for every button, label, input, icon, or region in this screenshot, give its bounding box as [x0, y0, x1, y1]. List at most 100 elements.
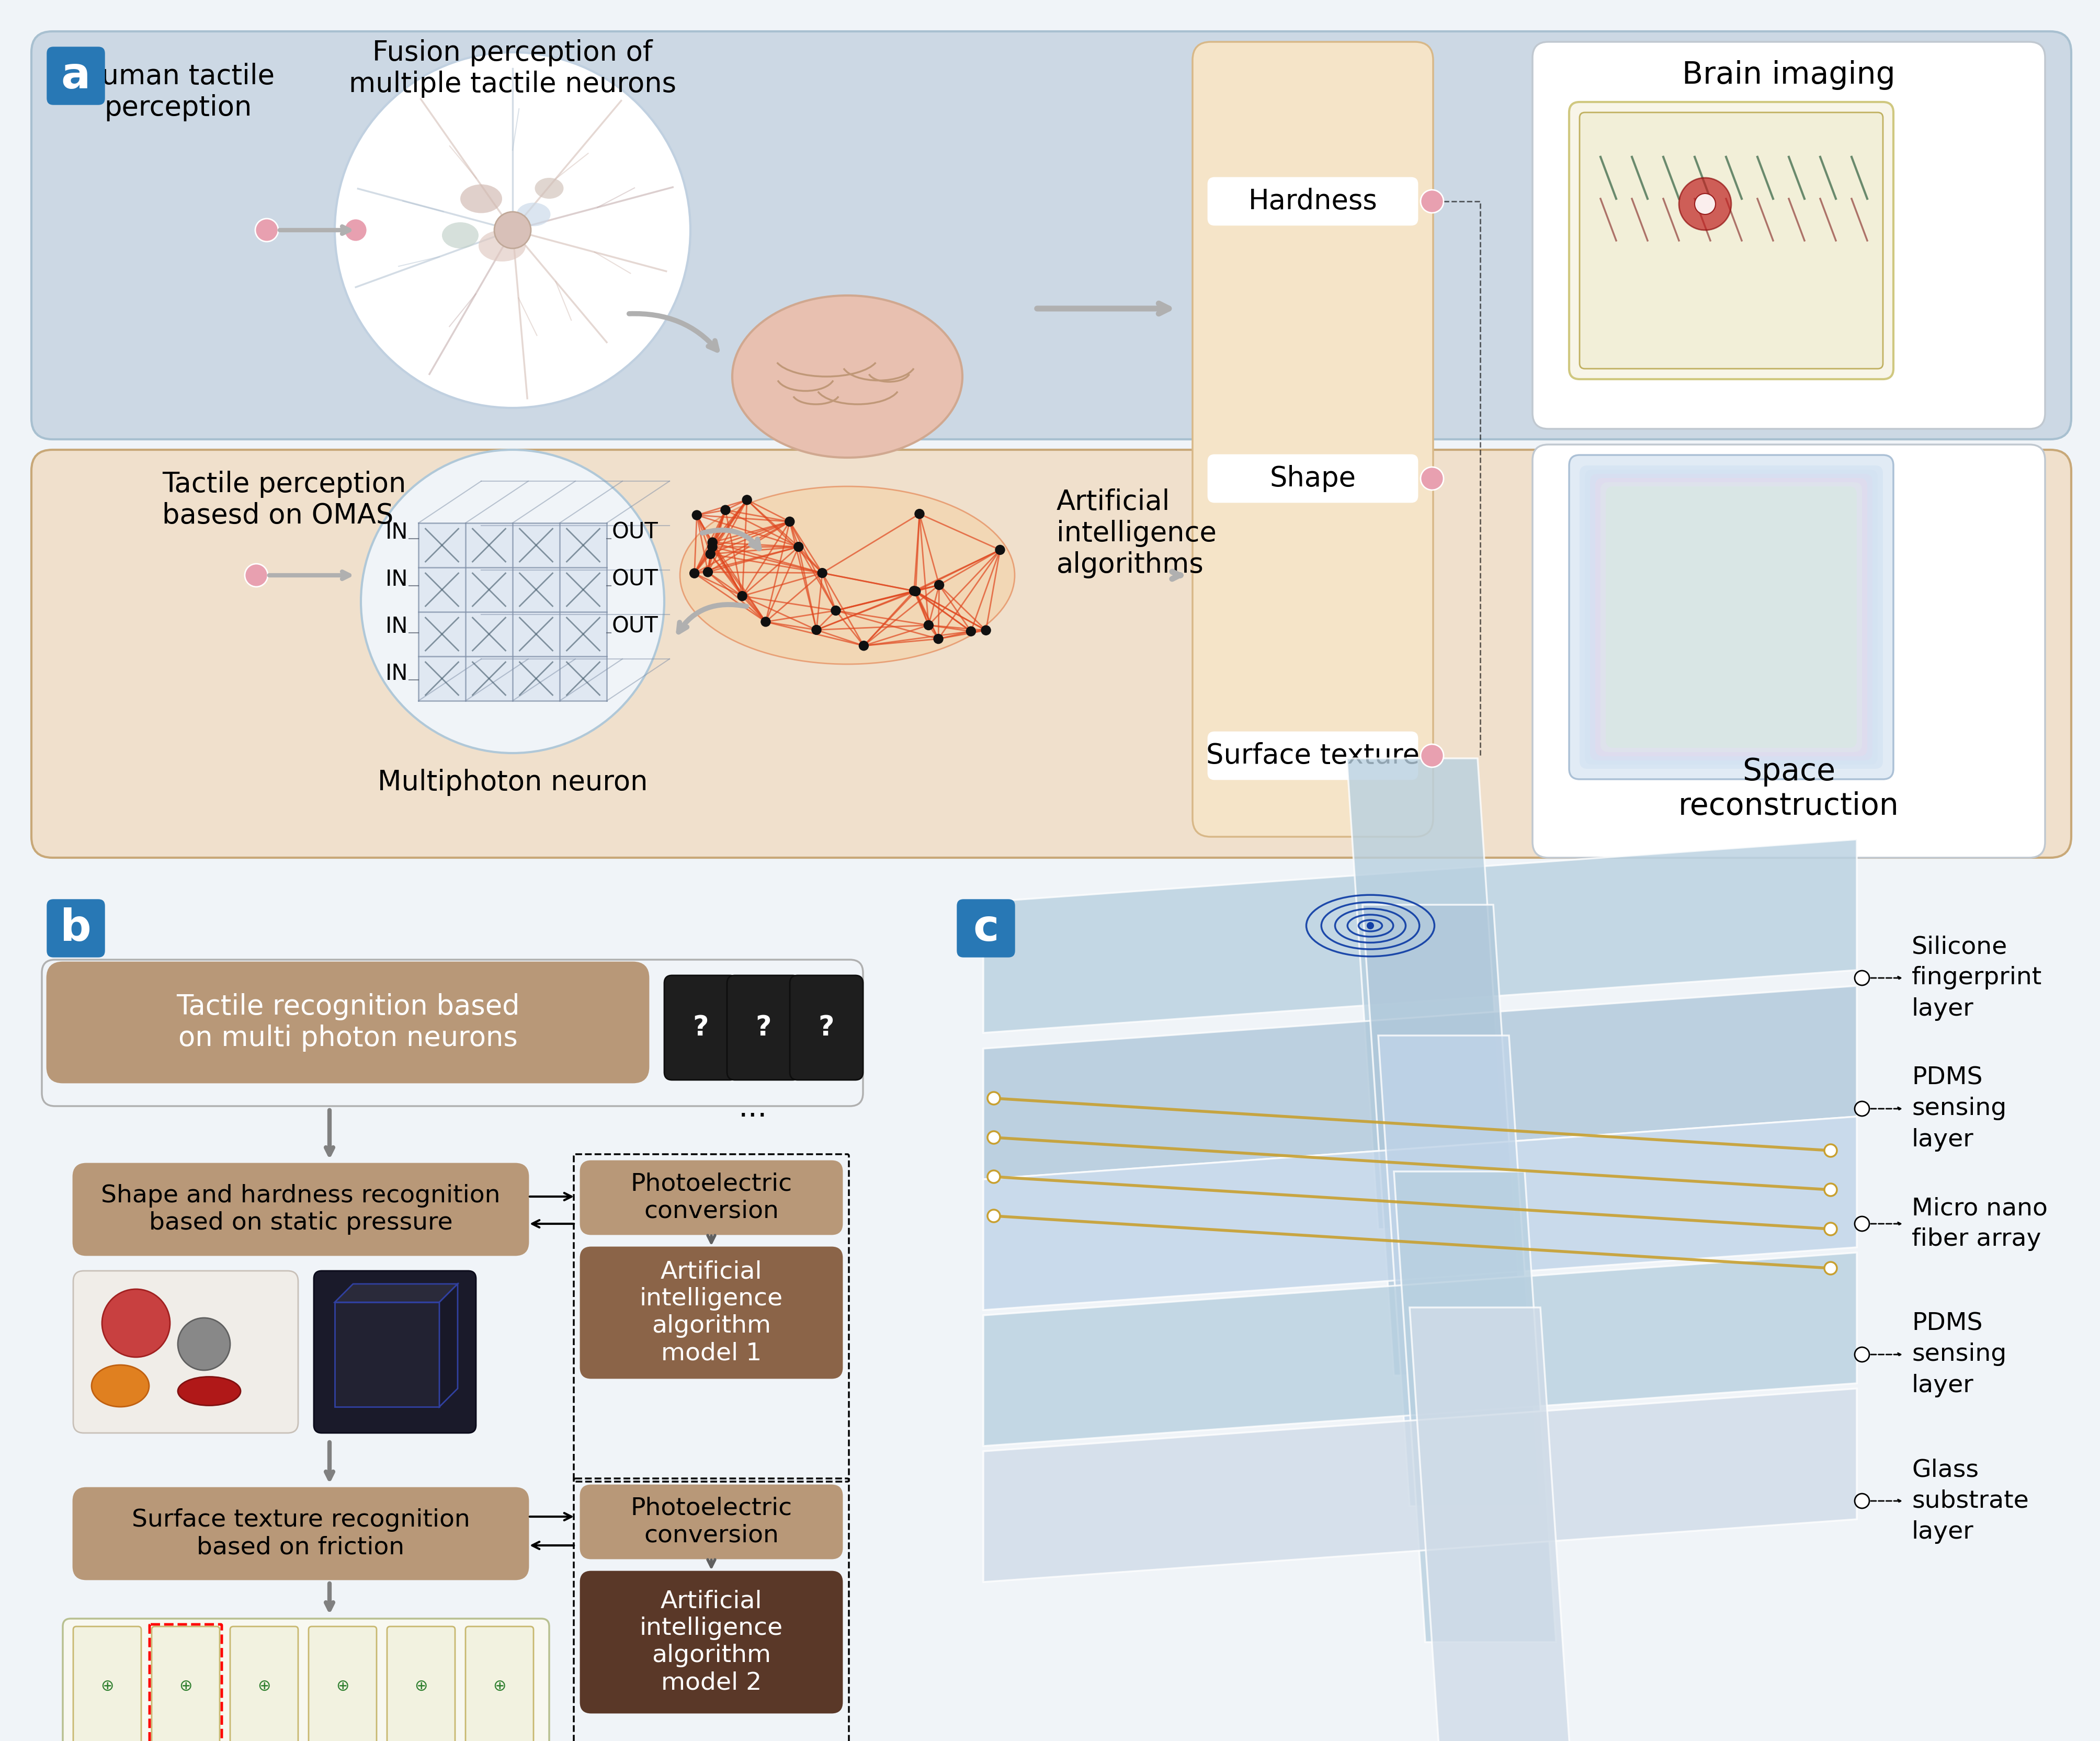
- Text: Glass
substrate
layer: Glass substrate layer: [1911, 1459, 2029, 1544]
- FancyBboxPatch shape: [46, 900, 105, 958]
- Circle shape: [924, 620, 932, 630]
- FancyBboxPatch shape: [1208, 733, 1418, 780]
- Ellipse shape: [460, 185, 502, 212]
- Ellipse shape: [536, 178, 563, 198]
- Text: PDMS
sensing
layer: PDMS sensing layer: [1911, 1065, 2005, 1151]
- Text: Fusion perception of
multiple tactile neurons: Fusion perception of multiple tactile ne…: [349, 40, 676, 97]
- Text: Silicone
fingerprint
layer: Silicone fingerprint layer: [1911, 935, 2041, 1020]
- Polygon shape: [983, 1389, 1856, 1583]
- Text: IN: IN: [384, 663, 407, 684]
- Circle shape: [1825, 1144, 1838, 1156]
- Circle shape: [737, 592, 748, 601]
- Text: OUT: OUT: [611, 521, 657, 543]
- FancyBboxPatch shape: [386, 1626, 456, 1741]
- Circle shape: [178, 1318, 231, 1370]
- Text: Hardness: Hardness: [1247, 188, 1378, 214]
- Text: Artificial
intelligence
algorithm
model 1: Artificial intelligence algorithm model …: [640, 1260, 783, 1365]
- Circle shape: [932, 634, 943, 644]
- FancyBboxPatch shape: [151, 1626, 220, 1741]
- FancyBboxPatch shape: [231, 1626, 298, 1741]
- Text: Shape: Shape: [1268, 465, 1357, 493]
- Circle shape: [1854, 1494, 1869, 1508]
- FancyBboxPatch shape: [31, 31, 2071, 439]
- FancyBboxPatch shape: [1579, 465, 1882, 770]
- FancyBboxPatch shape: [580, 1247, 842, 1379]
- Polygon shape: [1346, 759, 1508, 1229]
- Circle shape: [811, 625, 821, 634]
- Ellipse shape: [680, 486, 1014, 663]
- Circle shape: [720, 505, 731, 515]
- Text: PDMS
sensing
layer: PDMS sensing layer: [1911, 1313, 2005, 1396]
- Text: Multiphoton neuron: Multiphoton neuron: [378, 770, 647, 796]
- Polygon shape: [418, 522, 607, 702]
- Circle shape: [708, 541, 716, 552]
- Text: Brain imaging: Brain imaging: [1682, 61, 1894, 91]
- Polygon shape: [983, 985, 1856, 1179]
- Ellipse shape: [479, 230, 525, 261]
- Text: ⊕: ⊕: [101, 1678, 113, 1694]
- FancyBboxPatch shape: [63, 1619, 548, 1741]
- FancyBboxPatch shape: [1208, 178, 1418, 225]
- Circle shape: [911, 587, 920, 595]
- FancyBboxPatch shape: [74, 1271, 298, 1433]
- Ellipse shape: [517, 202, 550, 226]
- Text: Micro nano
fiber array: Micro nano fiber array: [1911, 1196, 2048, 1252]
- Circle shape: [760, 616, 771, 627]
- Text: Surface texture recognition
based on friction: Surface texture recognition based on fri…: [132, 1508, 470, 1558]
- Circle shape: [693, 510, 701, 521]
- Circle shape: [934, 580, 943, 590]
- Circle shape: [859, 641, 867, 651]
- Circle shape: [334, 52, 691, 407]
- Circle shape: [344, 219, 368, 242]
- Circle shape: [1825, 1262, 1838, 1274]
- Circle shape: [1854, 971, 1869, 985]
- Polygon shape: [1378, 1036, 1539, 1506]
- FancyBboxPatch shape: [74, 1489, 527, 1579]
- FancyBboxPatch shape: [1604, 486, 1856, 749]
- Text: c: c: [972, 907, 1000, 949]
- Circle shape: [785, 517, 794, 526]
- Text: Surface texture: Surface texture: [1205, 742, 1420, 770]
- Text: ⊕: ⊕: [493, 1678, 506, 1694]
- Polygon shape: [1409, 1307, 1571, 1741]
- FancyBboxPatch shape: [31, 449, 2071, 858]
- FancyBboxPatch shape: [790, 975, 863, 1079]
- Circle shape: [493, 212, 531, 249]
- Circle shape: [103, 1288, 170, 1358]
- Circle shape: [741, 494, 752, 505]
- FancyBboxPatch shape: [664, 975, 737, 1079]
- Ellipse shape: [178, 1377, 242, 1405]
- Ellipse shape: [733, 296, 962, 458]
- Circle shape: [1420, 743, 1443, 768]
- FancyBboxPatch shape: [74, 1626, 141, 1741]
- FancyBboxPatch shape: [1569, 103, 1892, 380]
- Ellipse shape: [441, 223, 479, 249]
- Ellipse shape: [92, 1365, 149, 1407]
- Text: b: b: [61, 907, 92, 949]
- FancyBboxPatch shape: [1208, 454, 1418, 501]
- Text: IN: IN: [384, 616, 407, 637]
- Text: OUT: OUT: [611, 569, 657, 590]
- FancyBboxPatch shape: [1583, 470, 1877, 764]
- Polygon shape: [1394, 1172, 1556, 1642]
- Text: ⊕: ⊕: [414, 1678, 428, 1694]
- Circle shape: [987, 1092, 1000, 1104]
- FancyBboxPatch shape: [1600, 482, 1861, 752]
- Text: ?: ?: [819, 1013, 834, 1041]
- Circle shape: [256, 219, 277, 242]
- FancyBboxPatch shape: [1590, 474, 1871, 761]
- Text: Artificial
intelligence
algorithm
model 2: Artificial intelligence algorithm model …: [640, 1590, 783, 1694]
- Text: OUT: OUT: [611, 616, 657, 637]
- FancyBboxPatch shape: [46, 47, 105, 104]
- Circle shape: [794, 541, 802, 552]
- FancyBboxPatch shape: [1533, 444, 2045, 858]
- Circle shape: [1854, 1348, 1869, 1361]
- Circle shape: [995, 545, 1004, 555]
- Circle shape: [1420, 467, 1443, 489]
- Text: Photoelectric
conversion: Photoelectric conversion: [630, 1172, 792, 1222]
- Circle shape: [1420, 190, 1443, 212]
- FancyBboxPatch shape: [309, 1626, 376, 1741]
- Polygon shape: [334, 1283, 458, 1302]
- Circle shape: [916, 508, 924, 519]
- Text: ⊕: ⊕: [336, 1678, 349, 1694]
